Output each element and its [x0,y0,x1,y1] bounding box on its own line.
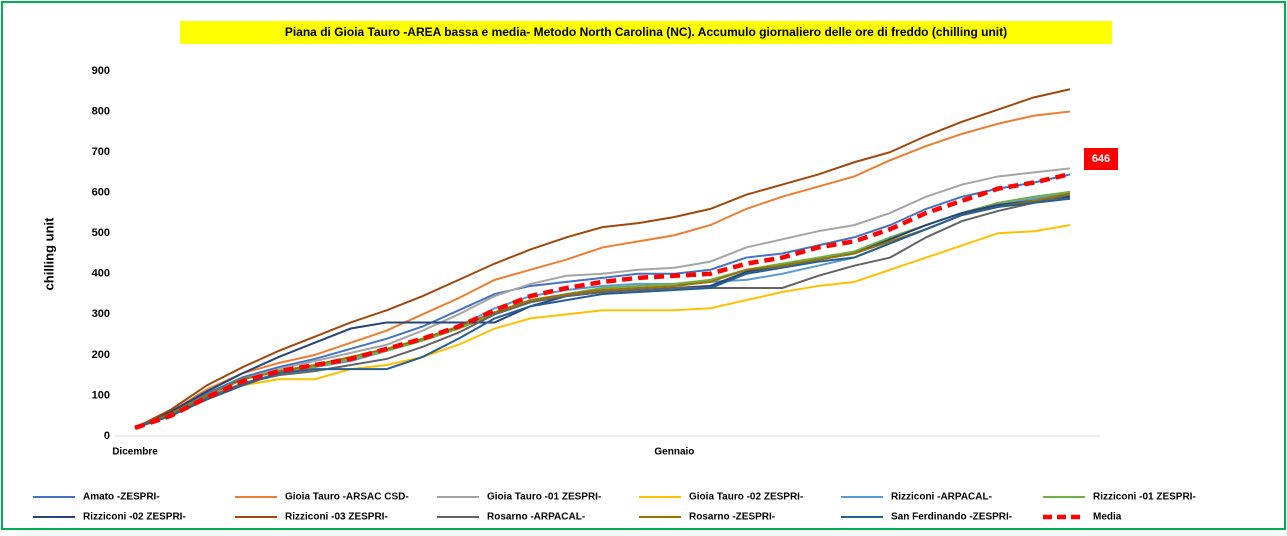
series-line [134,224,1071,429]
y-tick-label: 800 [92,105,110,117]
legend-label: Rizziconi -01 ZESPRI- [1093,492,1196,503]
y-tick-label: 0 [104,430,110,442]
y-axis-label: chilling unit [41,217,56,291]
series-line [134,197,1071,429]
series-line [134,193,1071,429]
title-background [180,21,1112,44]
legend-label: Rosarno -ARPACAL- [487,512,585,523]
x-tick-label: Dicembre [112,447,158,458]
legend-label: Gioia Tauro -02 ZESPRI- [689,492,803,503]
y-tick-label: 200 [92,349,110,361]
value-label: 646 [1092,153,1110,165]
series-line [134,88,1071,429]
average-line [134,171,1071,431]
chart-title: Piana di Gioia Tauro -AREA bassa e media… [285,25,1007,39]
legend-label: Rizziconi -03 ZESPRI- [285,512,388,523]
y-tick-label: 100 [92,389,110,401]
series-line [134,110,1071,429]
y-tick-label: 400 [92,268,110,280]
legend-label: San Ferdinando -ZESPRI- [891,512,1012,523]
legend-label: Gioia Tauro -ARSAC CSD- [285,492,409,503]
y-tick-label: 900 [92,65,110,77]
legend-label: Rosarno -ZESPRI- [689,512,775,523]
legend-label: Gioia Tauro -01 ZESPRI- [487,492,601,503]
value-label-box [1084,148,1118,171]
legend-label: Amato -ZESPRI- [83,492,160,503]
x-tick-label: Gennaio [654,447,694,458]
legend-label: Rizziconi -ARPACAL- [891,492,992,503]
y-tick-label: 300 [92,308,110,320]
legend-label: Rizziconi -02 ZESPRI- [83,512,186,523]
legend-label: Media [1093,512,1122,523]
y-tick-label: 500 [92,227,110,239]
series-line [134,173,1071,429]
series-line [134,167,1071,429]
y-tick-label: 600 [92,187,110,199]
y-tick-label: 700 [92,146,110,158]
